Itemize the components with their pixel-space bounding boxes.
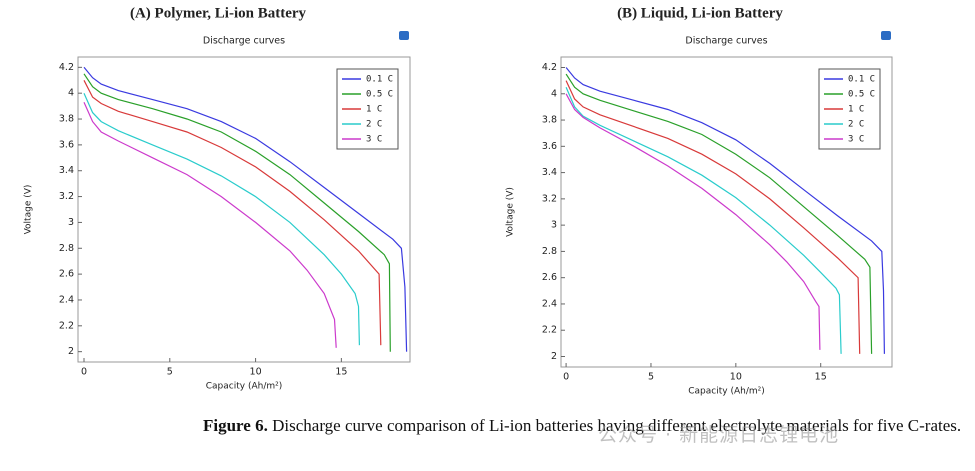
x-tick-label: 5 <box>167 367 173 378</box>
icon <box>881 31 891 40</box>
x-tick-label: 10 <box>250 367 262 378</box>
y-axis-label: Voltage (V) <box>506 187 516 237</box>
y-tick-label: 2.6 <box>59 269 74 280</box>
y-tick-label: 4 <box>68 88 74 99</box>
y-tick-label: 2.2 <box>59 320 74 331</box>
watermark: 公众号 · 新能源日志锂电池 <box>598 424 840 446</box>
y-tick-label: 3.2 <box>59 191 74 202</box>
x-axis-label: Capacity (Ah/m²) <box>688 387 764 397</box>
chart-title: (A) Polymer, Li-ion Battery <box>130 5 307 21</box>
y-tick-label: 2.8 <box>542 246 557 257</box>
x-tick-label: 0 <box>81 367 87 378</box>
series-line <box>565 86 842 354</box>
x-tick-label: 10 <box>730 372 742 383</box>
series-line <box>565 73 873 354</box>
chart-subtitle: Discharge curves <box>685 36 767 47</box>
y-tick-label: 3.2 <box>542 193 557 204</box>
y-axis-label: Voltage (V) <box>24 185 34 235</box>
y-tick-label: 2.6 <box>542 272 557 283</box>
y-tick-label: 2.4 <box>59 294 74 305</box>
y-tick-label: 3.4 <box>59 165 74 176</box>
figure: (A) Polymer, Li-ion Battery Discharge cur… <box>24 5 893 397</box>
x-axis-label: Capacity (Ah/m²) <box>206 382 282 392</box>
y-tick-label: 3.8 <box>59 114 74 125</box>
legend-label: 0.1 C <box>366 75 393 85</box>
y-tick-label: 2.4 <box>542 298 557 309</box>
y-tick-label: 2 <box>551 351 557 362</box>
y-tick-label: 3 <box>68 217 74 228</box>
chart-title: (B) Liquid, Li-ion Battery <box>617 5 783 21</box>
y-tick-label: 4.2 <box>59 62 74 73</box>
series-line <box>565 93 821 350</box>
chart-subtitle: Discharge curves <box>203 36 285 47</box>
x-tick-label: 15 <box>335 367 347 378</box>
legend-label: 1 C <box>848 105 864 115</box>
x-tick-label: 15 <box>815 372 827 383</box>
legend-label: 2 C <box>848 120 864 130</box>
legend-label: 3 C <box>366 135 382 145</box>
legend-label: 1 C <box>366 105 382 115</box>
series-line <box>565 67 885 354</box>
x-tick-label: 5 <box>648 372 654 383</box>
y-tick-label: 2 <box>68 346 74 357</box>
y-tick-label: 3.6 <box>59 139 74 150</box>
y-tick-label: 4 <box>551 88 557 99</box>
y-tick-label: 3.8 <box>542 115 557 126</box>
y-tick-label: 3 <box>551 220 557 231</box>
y-tick-label: 3.4 <box>542 167 557 178</box>
icon <box>399 31 409 40</box>
y-tick-label: 2.8 <box>59 243 74 254</box>
series-line <box>83 92 360 346</box>
y-tick-label: 4.2 <box>542 62 557 73</box>
series-line <box>83 101 337 348</box>
series-line <box>565 80 861 354</box>
caption-text: Discharge curve comparison of Li-ion bat… <box>272 416 962 435</box>
caption-label: Figure 6. <box>203 416 268 435</box>
y-tick-label: 2.2 <box>542 325 557 336</box>
legend-label: 0.1 C <box>848 75 875 85</box>
caption: Figure 6. Discharge curve comparison of … <box>203 414 973 437</box>
x-tick-label: 0 <box>563 372 569 383</box>
legend-label: 0.5 C <box>366 90 393 100</box>
y-tick-label: 3.6 <box>542 141 557 152</box>
series-line <box>83 66 408 352</box>
legend-label: 0.5 C <box>848 90 875 100</box>
legend-label: 2 C <box>366 120 382 130</box>
legend-label: 3 C <box>848 135 864 145</box>
series-line <box>83 80 382 346</box>
series-line <box>83 73 391 352</box>
